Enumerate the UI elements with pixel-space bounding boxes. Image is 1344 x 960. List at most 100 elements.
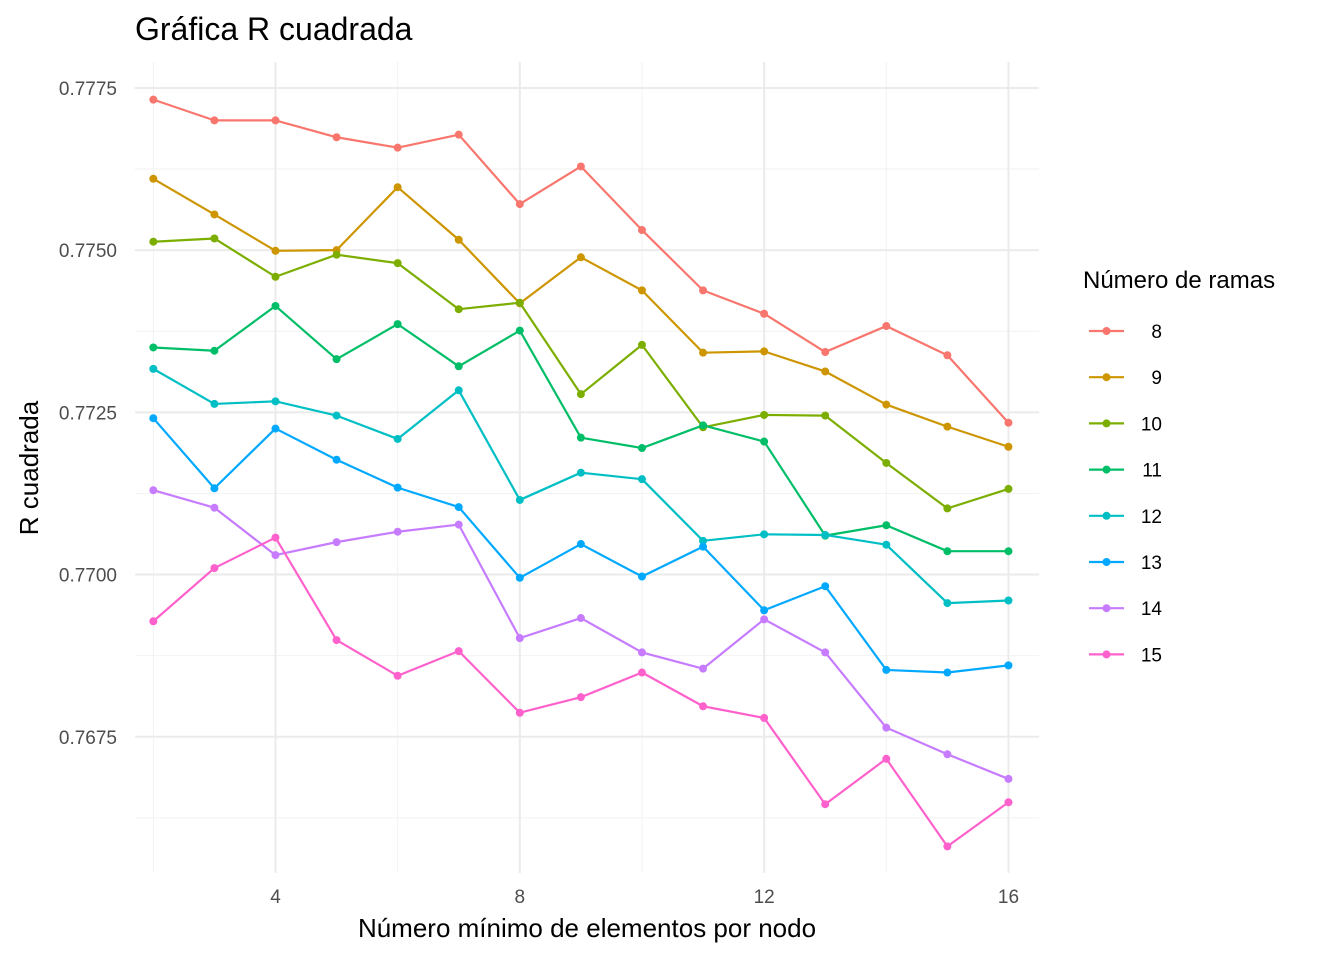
data-point [699, 348, 708, 357]
plot-grid [135, 62, 1039, 873]
data-point [576, 390, 585, 399]
data-point [332, 411, 341, 420]
data-point [332, 133, 341, 142]
legend-label: 11 [1142, 461, 1162, 482]
data-point [943, 668, 952, 677]
data-point [332, 355, 341, 364]
data-point [943, 750, 952, 759]
data-point [210, 234, 219, 243]
data-point [149, 237, 158, 246]
data-point [821, 367, 830, 376]
data-point [1004, 484, 1013, 493]
data-point [515, 573, 524, 582]
y-tick-label: 0.7675 [59, 728, 117, 749]
legend-key-point [1102, 327, 1111, 335]
legend-key-point [1102, 650, 1111, 659]
data-point [882, 665, 891, 674]
x-tick-label: 16 [998, 887, 1019, 908]
legend-label: 10 [1141, 414, 1162, 435]
data-point [882, 754, 891, 763]
data-point [637, 668, 646, 677]
series-line [153, 489, 1009, 780]
legend-key-point [1102, 558, 1111, 566]
series-13 [149, 414, 1013, 677]
data-point [454, 235, 463, 244]
data-point [821, 530, 830, 539]
legend-key-point [1102, 465, 1111, 474]
data-point [760, 713, 769, 722]
data-point [882, 723, 891, 732]
data-point [1004, 661, 1013, 670]
series-line [153, 304, 1009, 553]
chart-title: Gráfica R cuadrada [135, 11, 413, 47]
data-point [393, 320, 402, 329]
legend-label: 9 [1151, 368, 1162, 389]
data-point [393, 183, 402, 192]
data-point [760, 347, 769, 356]
data-point [637, 475, 646, 484]
series-line [152, 536, 1010, 848]
data-point [332, 538, 341, 547]
series-11 [149, 301, 1013, 556]
x-axis-label: Número mínimo de elementos por nodo [358, 913, 816, 943]
data-point [210, 210, 219, 219]
data-point [271, 397, 280, 406]
legend-items: 8 9 10 11 12 13 14 15 [1089, 322, 1162, 666]
series-line [152, 367, 1009, 605]
data-point [393, 259, 402, 268]
data-point [576, 540, 585, 549]
data-point [210, 116, 219, 125]
data-point [332, 455, 341, 464]
data-point [454, 503, 463, 512]
y-tick-label: 0.7775 [59, 79, 117, 100]
data-point [943, 547, 952, 556]
data-point [271, 551, 280, 560]
legend-key-point [1102, 511, 1111, 520]
data-point [576, 468, 585, 477]
data-point [515, 200, 524, 209]
data-point [393, 527, 402, 536]
data-point [271, 246, 280, 255]
x-tick-label: 12 [754, 887, 775, 908]
legend-label: 14 [1141, 599, 1163, 620]
data-point [149, 174, 158, 183]
series-9 [149, 174, 1013, 451]
data-point [210, 484, 219, 493]
legend-key-point [1102, 604, 1111, 613]
series-15 [149, 533, 1013, 851]
legend-item: 8 [1089, 322, 1162, 343]
data-point [271, 272, 280, 281]
x-tick-label: 8 [515, 887, 526, 908]
legend-item: 15 [1089, 645, 1162, 666]
data-point [149, 414, 158, 423]
data-point [760, 606, 769, 615]
data-point [393, 434, 402, 443]
data-point [821, 582, 830, 591]
data-point [271, 533, 280, 542]
data-point [760, 530, 769, 539]
data-point [1004, 596, 1013, 605]
data-point [943, 504, 952, 513]
series-layer [149, 95, 1013, 851]
x-axis-ticks: 4 8 12 16 [270, 887, 1019, 908]
data-point [637, 286, 646, 295]
legend-item: 10 [1089, 414, 1162, 435]
data-point [943, 422, 952, 431]
series-line [152, 177, 1009, 448]
data-point [760, 437, 769, 446]
data-point [210, 399, 219, 408]
data-point [699, 542, 708, 551]
data-point [515, 495, 524, 504]
data-point [454, 305, 463, 314]
legend-key-point [1102, 373, 1111, 382]
legend: Número de ramas 8 9 10 11 12 13 14 15 [1083, 267, 1275, 666]
data-point [637, 572, 646, 581]
data-point [821, 800, 830, 809]
data-point [699, 702, 708, 711]
y-axis-ticks: 0.7675 0.7700 0.7725 0.7750 0.7775 [59, 79, 117, 749]
data-point [882, 521, 891, 530]
legend-item: 12 [1089, 507, 1162, 528]
data-point [882, 322, 891, 331]
data-point [210, 346, 219, 355]
data-point [637, 444, 646, 453]
